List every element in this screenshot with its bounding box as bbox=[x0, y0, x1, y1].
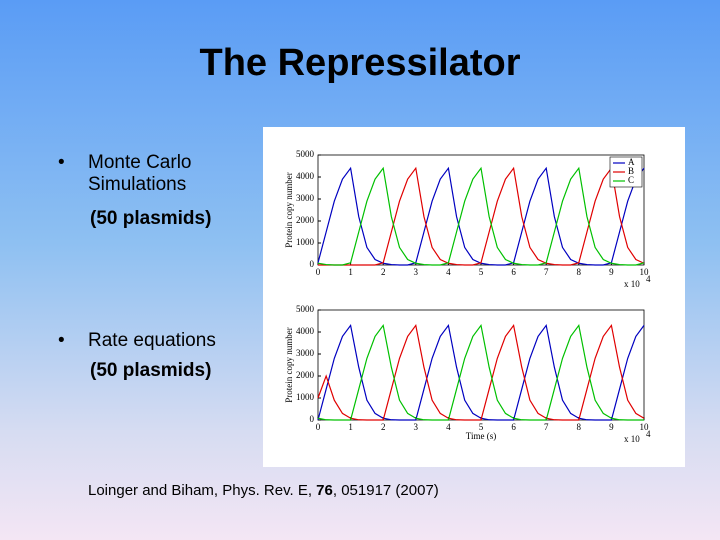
y-tick-label: 3000 bbox=[296, 348, 315, 358]
x-multiplier: x 10 bbox=[624, 434, 640, 444]
bullet-text: Monte Carlo Simulations bbox=[88, 152, 192, 195]
x-tick-label: 6 bbox=[511, 267, 516, 277]
x-tick-label: 8 bbox=[577, 267, 582, 277]
x-tick-label: 2 bbox=[381, 422, 386, 432]
y-tick-label: 5000 bbox=[296, 304, 315, 314]
bullet-note: (50 plasmids) bbox=[90, 208, 212, 229]
x-multiplier: x 10 bbox=[624, 279, 640, 289]
citation-text: Loinger and Biham, Phys. Rev. E, bbox=[88, 482, 317, 499]
title: The Repressilator bbox=[199, 42, 521, 84]
x-tick-label: 0 bbox=[316, 267, 321, 277]
y-tick-label: 3000 bbox=[296, 193, 315, 203]
x-tick-label: 8 bbox=[577, 422, 582, 432]
x-tick-label: 1 bbox=[348, 267, 353, 277]
legend-label: B bbox=[628, 166, 634, 176]
x-tick-label: 4 bbox=[446, 267, 451, 277]
legend-label: C bbox=[628, 175, 634, 185]
y-tick-label: 0 bbox=[310, 259, 315, 269]
y-axis-label: Protein copy number bbox=[284, 327, 294, 403]
bullet-note: (50 plasmids) bbox=[90, 360, 212, 381]
y-tick-label: 2000 bbox=[296, 370, 315, 380]
series-line bbox=[318, 166, 645, 266]
series-line bbox=[317, 166, 645, 266]
y-tick-label: 0 bbox=[310, 414, 315, 424]
x-tick-label: 9 bbox=[609, 267, 614, 277]
y-axis-label: Protein copy number bbox=[284, 172, 294, 248]
x-multiplier-exponent: 4 bbox=[646, 429, 651, 439]
bullet-text: Rate equations bbox=[88, 330, 216, 351]
x-tick-label: 9 bbox=[609, 422, 614, 432]
citation: Loinger and Biham, Phys. Rev. E, 76, 051… bbox=[88, 482, 439, 499]
x-axis-label: Time (s) bbox=[466, 431, 496, 441]
y-tick-label: 4000 bbox=[296, 171, 315, 181]
citation-volume: 76 bbox=[316, 482, 333, 499]
x-tick-label: 0 bbox=[316, 422, 321, 432]
x-tick-label: 5 bbox=[479, 422, 484, 432]
x-tick-label: 7 bbox=[544, 422, 549, 432]
x-tick-label: 5 bbox=[479, 267, 484, 277]
x-tick-label: 10 bbox=[640, 422, 650, 432]
x-tick-label: 6 bbox=[511, 422, 516, 432]
x-tick-label: 4 bbox=[446, 422, 451, 432]
x-multiplier-exponent: 4 bbox=[646, 274, 651, 284]
y-tick-label: 4000 bbox=[296, 326, 315, 336]
y-tick-label: 5000 bbox=[296, 149, 315, 159]
legend-label: A bbox=[628, 157, 635, 167]
x-tick-label: 2 bbox=[381, 267, 386, 277]
y-tick-label: 1000 bbox=[296, 392, 315, 402]
x-tick-label: 3 bbox=[414, 422, 419, 432]
y-tick-label: 2000 bbox=[296, 215, 315, 225]
citation-text: , 051917 (2007) bbox=[332, 482, 439, 499]
x-tick-label: 1 bbox=[348, 422, 353, 432]
x-tick-label: 3 bbox=[414, 267, 419, 277]
x-tick-label: 7 bbox=[544, 267, 549, 277]
y-tick-label: 1000 bbox=[296, 237, 315, 247]
x-tick-label: 10 bbox=[640, 267, 650, 277]
series-line bbox=[317, 323, 644, 421]
